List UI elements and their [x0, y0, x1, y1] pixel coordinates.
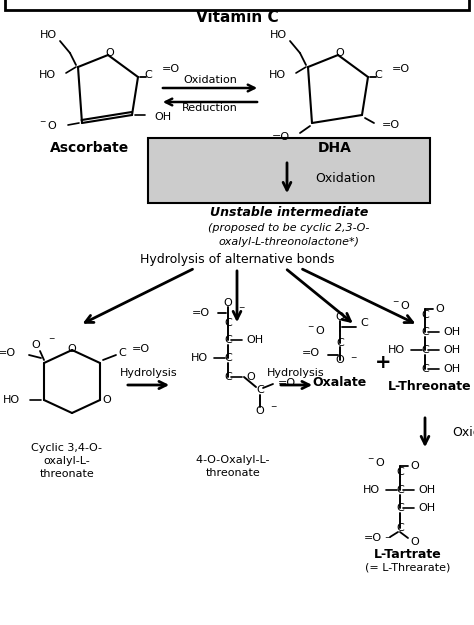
Text: $^-$O: $^-$O	[391, 299, 411, 311]
Text: (= L-Threarate): (= L-Threarate)	[365, 563, 451, 573]
Text: C: C	[421, 327, 429, 337]
Text: OH: OH	[154, 112, 171, 122]
Text: =O: =O	[132, 344, 150, 354]
Text: $^-$: $^-$	[237, 305, 246, 315]
Text: C: C	[374, 70, 382, 80]
Text: HO: HO	[363, 485, 380, 495]
Text: =O: =O	[392, 64, 410, 74]
Text: C: C	[396, 523, 404, 533]
Text: OH: OH	[443, 327, 460, 337]
Text: Vitamin C: Vitamin C	[196, 11, 278, 26]
Text: C: C	[144, 70, 152, 80]
Text: OH: OH	[443, 364, 460, 374]
Text: O: O	[435, 304, 444, 314]
Text: O: O	[410, 461, 419, 471]
Text: $^-$O: $^-$O	[38, 119, 58, 131]
Text: C: C	[224, 353, 232, 363]
Text: Oxalate: Oxalate	[313, 376, 367, 389]
Text: $^-$: $^-$	[349, 355, 359, 365]
Text: =O: =O	[162, 64, 180, 74]
Text: O: O	[336, 355, 345, 365]
Text: Cyclic 3,4-​O-: Cyclic 3,4-​O-	[31, 443, 102, 453]
Text: =O: =O	[0, 348, 16, 358]
Text: C: C	[396, 503, 404, 513]
Text: oxalyl-L-: oxalyl-L-	[44, 456, 91, 466]
Text: O: O	[224, 298, 232, 308]
Bar	[148, 138, 430, 203]
Text: HO: HO	[191, 353, 208, 363]
Text: Unstable intermediate: Unstable intermediate	[210, 206, 368, 219]
Text: C: C	[118, 348, 126, 358]
Text: Oxidation: Oxidation	[183, 75, 237, 85]
Text: OH: OH	[443, 345, 460, 355]
Text: Hydrolysis: Hydrolysis	[120, 368, 178, 378]
Text: =O: =O	[192, 308, 210, 318]
Text: HO: HO	[269, 70, 286, 80]
Text: =O: =O	[382, 120, 400, 130]
Text: O: O	[102, 395, 111, 405]
Text: HO: HO	[39, 30, 56, 40]
Bar	[5, 0, 469, 10]
Text: C: C	[360, 318, 368, 328]
Text: =O: =O	[364, 533, 382, 543]
Text: =O: =O	[278, 378, 296, 388]
Text: OH: OH	[418, 503, 435, 513]
Text: C: C	[396, 467, 404, 477]
Text: C: C	[421, 345, 429, 355]
Text: O: O	[68, 344, 76, 354]
Text: (proposed to be cyclic 2,3-O-: (proposed to be cyclic 2,3-O-	[208, 223, 370, 233]
Text: $^-$: $^-$	[383, 535, 392, 545]
Text: L-Tartrate: L-Tartrate	[374, 549, 442, 561]
Text: $^-$O: $^-$O	[366, 456, 386, 468]
Text: Hydrolysis: Hydrolysis	[267, 368, 325, 378]
Text: C: C	[224, 318, 232, 328]
Text: 4-​O-Oxalyl-L-: 4-​O-Oxalyl-L-	[196, 455, 270, 465]
Text: =O: =O	[272, 132, 290, 142]
Text: C: C	[336, 338, 344, 348]
Text: OH: OH	[418, 485, 435, 495]
Text: HO: HO	[39, 70, 56, 80]
Text: HO: HO	[269, 30, 287, 40]
Text: C: C	[224, 335, 232, 345]
Text: O: O	[410, 537, 419, 547]
Text: $^-$: $^-$	[269, 404, 279, 414]
Text: O: O	[246, 372, 255, 382]
Text: threonate: threonate	[206, 468, 260, 478]
Text: O: O	[32, 340, 40, 350]
Text: OH: OH	[246, 335, 263, 345]
Text: threonate: threonate	[40, 469, 94, 479]
Text: Hydrolysis of alternative bonds: Hydrolysis of alternative bonds	[140, 254, 334, 266]
Text: O: O	[336, 312, 345, 322]
Text: +: +	[375, 352, 391, 371]
Text: oxalyl-L-threonolactone*): oxalyl-L-threonolactone*)	[219, 237, 359, 247]
Text: O: O	[255, 406, 264, 416]
Text: =O: =O	[302, 348, 320, 358]
Text: Oxidation: Oxidation	[315, 171, 375, 184]
Text: Reduction: Reduction	[182, 103, 238, 113]
Text: HO: HO	[388, 345, 405, 355]
Text: L-Threonate: L-Threonate	[388, 381, 472, 394]
Text: $^-$: $^-$	[47, 336, 56, 346]
Text: C: C	[224, 372, 232, 382]
Text: C: C	[421, 364, 429, 374]
Text: O: O	[106, 48, 114, 58]
Text: C: C	[421, 310, 429, 320]
Text: O: O	[336, 48, 345, 58]
Text: Ascorbate: Ascorbate	[50, 141, 129, 155]
Text: DHA: DHA	[318, 141, 352, 155]
Text: C: C	[396, 485, 404, 495]
Text: Oxidation: Oxidation	[452, 426, 474, 439]
Text: HO: HO	[3, 395, 20, 405]
Text: $^-$O: $^-$O	[306, 324, 326, 336]
Text: C: C	[256, 385, 264, 395]
